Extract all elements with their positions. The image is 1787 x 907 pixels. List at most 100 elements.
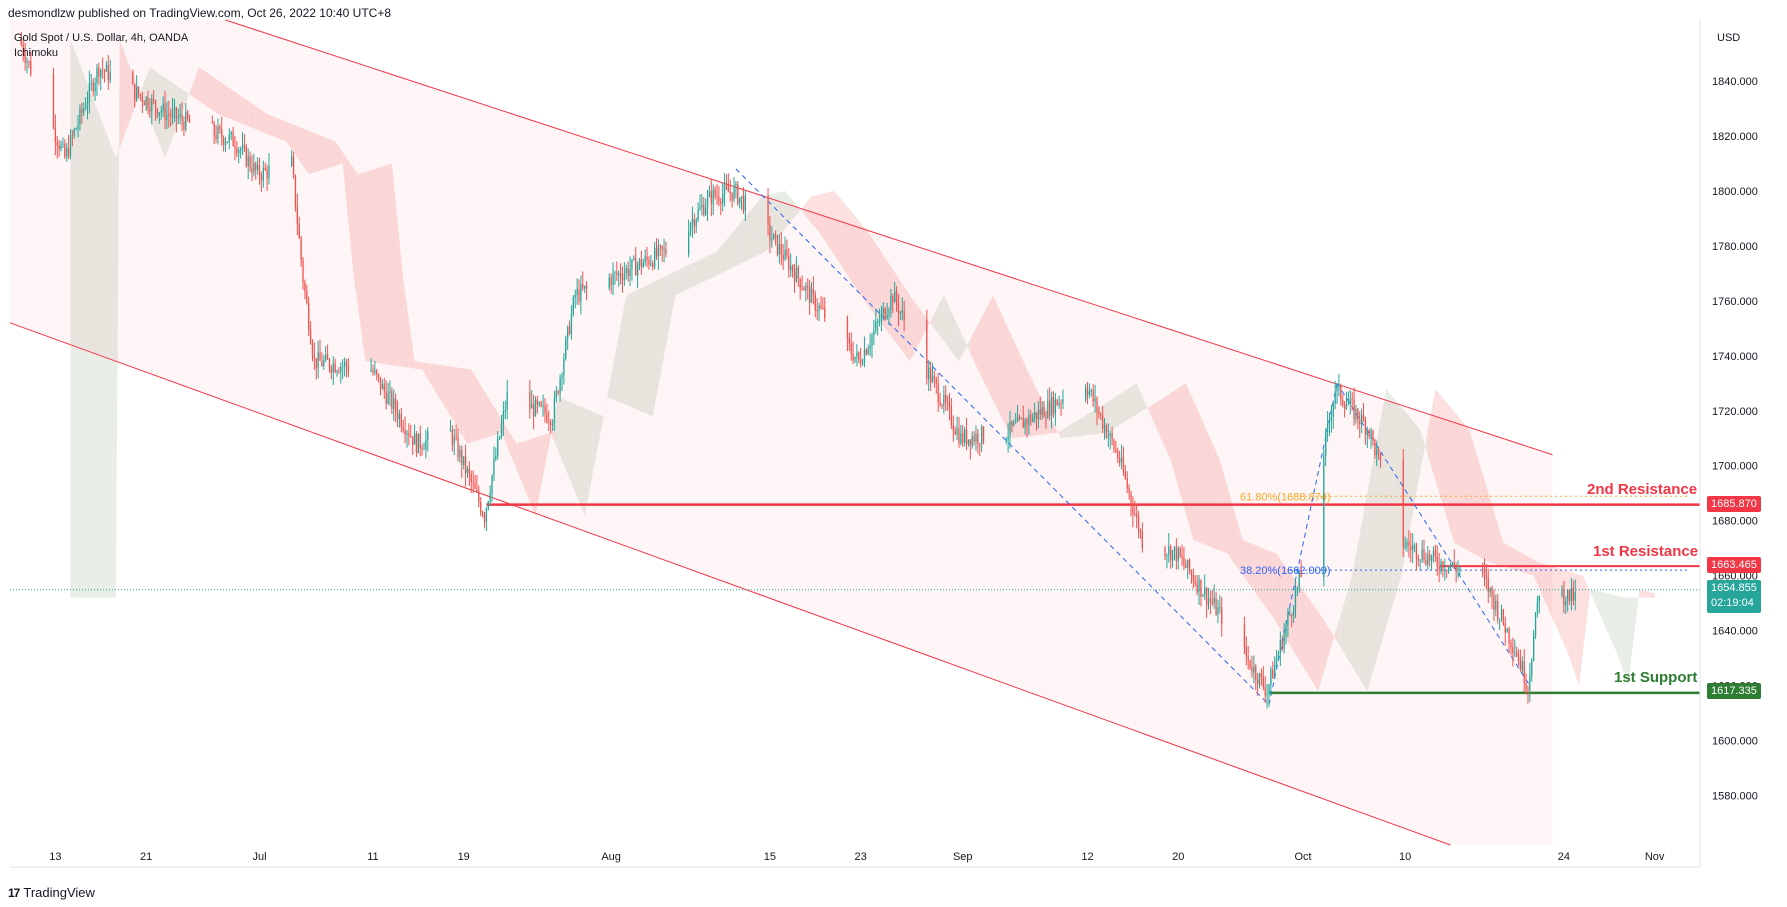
- tradingview-brand[interactable]: 17 TradingView: [8, 885, 95, 900]
- candle-body: [933, 375, 936, 379]
- candle-body: [1423, 549, 1425, 561]
- candle-body: [1508, 628, 1510, 643]
- candle-body: [1039, 409, 1041, 415]
- candle-body: [977, 433, 979, 444]
- candle-body: [147, 97, 149, 109]
- candle-body: [1342, 400, 1344, 405]
- candle-body: [1275, 659, 1278, 665]
- candle-body: [1568, 589, 1571, 601]
- candle-body: [871, 335, 873, 346]
- candle-body: [377, 374, 380, 377]
- candle-body: [1364, 420, 1367, 436]
- cloud-segment: [1337, 614, 1341, 648]
- candle-body: [1368, 430, 1370, 437]
- candle-body: [100, 69, 102, 77]
- cloud-segment: [921, 310, 925, 340]
- candle-body: [570, 313, 573, 334]
- cloud-segment: [1125, 388, 1130, 422]
- candle-body: [1056, 399, 1058, 406]
- cloud-segment: [1594, 590, 1598, 610]
- candle-body: [937, 383, 939, 402]
- candle-body: [742, 196, 745, 212]
- candle-body: [1447, 566, 1450, 572]
- candle-body: [313, 355, 316, 359]
- candle-body: [1274, 664, 1276, 679]
- cloud-segment: [758, 196, 763, 256]
- cloud-segment: [289, 123, 294, 153]
- candle-body: [1253, 666, 1255, 673]
- cloud-segment: [354, 168, 358, 307]
- cloud-segment: [1469, 430, 1474, 554]
- candle-body: [697, 209, 699, 220]
- candle-body: [975, 433, 977, 442]
- cloud-segment: [701, 256, 706, 283]
- cloud-segment: [452, 366, 457, 426]
- candle-body: [1561, 589, 1563, 596]
- candle-body: [304, 282, 306, 292]
- cloud-segment: [410, 333, 415, 369]
- candle-body: [1487, 578, 1489, 592]
- candle-body: [1022, 418, 1024, 428]
- cloud-segment: [837, 195, 842, 267]
- candle-body: [264, 167, 266, 170]
- candle-body: [803, 288, 805, 291]
- candle-body: [899, 312, 902, 314]
- cloud-segment: [1552, 566, 1557, 627]
- x-tick-label: 13: [49, 851, 61, 863]
- cloud-segment: [448, 366, 453, 420]
- candle-body: [576, 289, 578, 296]
- candle-body: [1326, 423, 1329, 433]
- cloud-segment: [467, 368, 472, 444]
- cloud-segment: [1526, 555, 1530, 575]
- candle-body: [476, 488, 478, 492]
- candle-body: [251, 167, 253, 173]
- cloud-segment: [1268, 550, 1273, 617]
- candle-body: [735, 184, 737, 186]
- cloud-segment: [1140, 391, 1145, 413]
- candle-body: [73, 129, 75, 136]
- candle-body: [716, 196, 718, 198]
- candle-body: [504, 409, 506, 412]
- candle-body: [292, 156, 295, 176]
- cloud-segment: [682, 266, 687, 292]
- cloud-segment: [1544, 564, 1549, 610]
- cloud-segment: [384, 164, 389, 365]
- candle-body: [88, 83, 91, 102]
- candle-body: [1205, 587, 1208, 605]
- cloud-segment: [1174, 388, 1179, 487]
- zigzag-line: [1336, 383, 1531, 686]
- cloud-segment: [1163, 395, 1167, 452]
- cloud-segment: [543, 433, 547, 476]
- candle-body: [963, 429, 966, 443]
- candle-body: [795, 267, 798, 282]
- cloud-segment: [244, 98, 249, 127]
- resistance1-price-badge: 1663.465: [1707, 557, 1761, 573]
- cloud-segment: [652, 280, 657, 417]
- candle-body: [538, 402, 540, 405]
- candle-body: [1444, 570, 1446, 572]
- candle-body: [618, 272, 620, 276]
- cloud-segment: [270, 115, 275, 137]
- cloud-segment: [1458, 416, 1462, 547]
- cloud-segment: [1193, 400, 1198, 542]
- cloud-segment: [607, 375, 612, 399]
- candle-body: [92, 82, 94, 92]
- candle-body: [962, 433, 964, 443]
- candle-body: [325, 354, 327, 361]
- cloud-segment: [751, 205, 755, 259]
- candle-body: [404, 429, 406, 435]
- candle-body: [648, 259, 650, 265]
- candle-body: [1427, 554, 1429, 565]
- cloud-segment: [115, 39, 120, 598]
- cloud-segment: [800, 205, 804, 214]
- candle-body: [1118, 458, 1121, 463]
- candle-body: [867, 348, 869, 355]
- candle-body: [1362, 414, 1365, 421]
- cloud-segment: [1340, 601, 1345, 654]
- candle-body: [408, 433, 410, 437]
- candle-body: [960, 433, 962, 444]
- candle-body: [211, 122, 213, 124]
- candle-body: [858, 352, 860, 360]
- candle-body: [1527, 688, 1529, 691]
